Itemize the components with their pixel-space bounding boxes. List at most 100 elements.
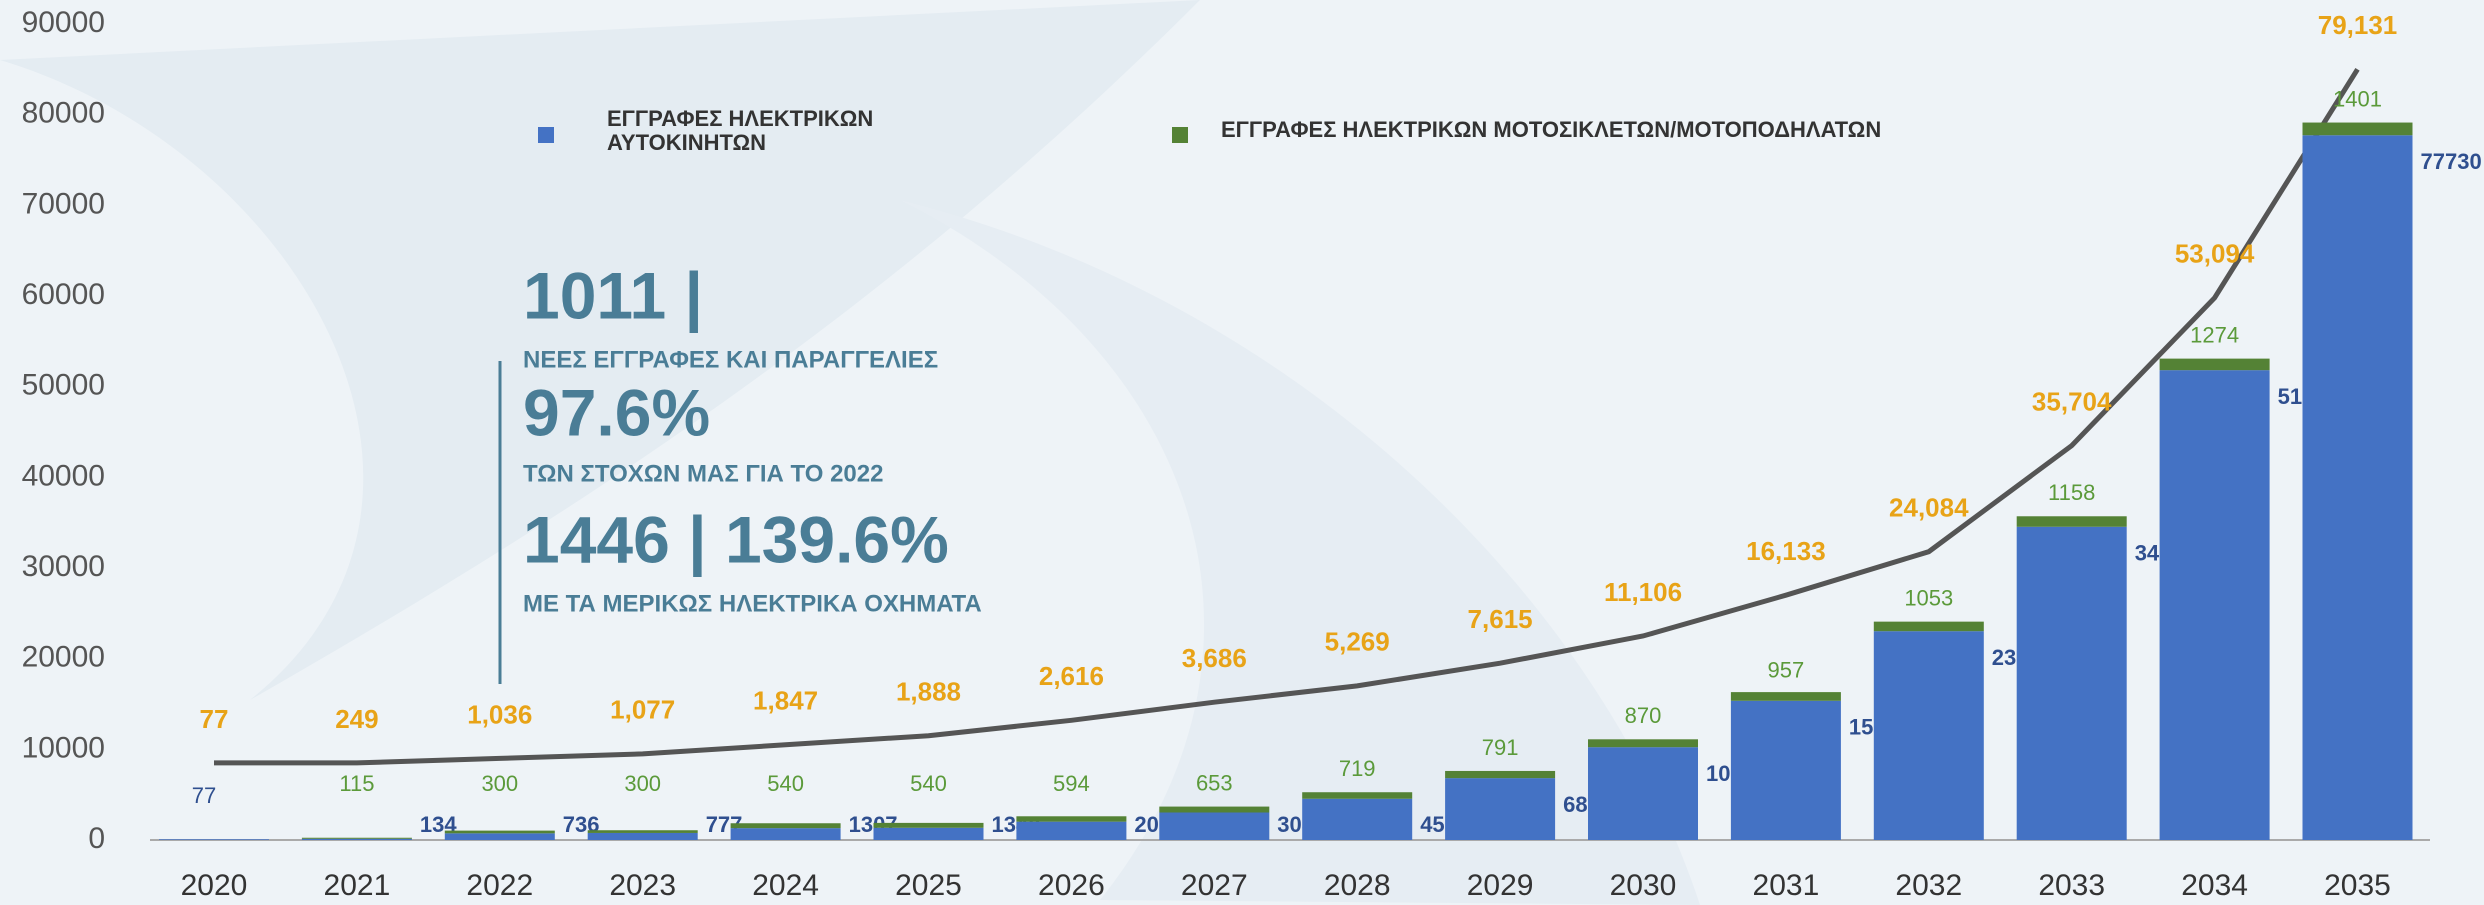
bar [1731, 701, 1841, 840]
annotation: ΝΕΕΣ ΕΓΓΡΑΦΕΣ ΚΑΙ ΠΑΡΑΓΓΕΛΙΕΣ [523, 346, 938, 373]
x-tick-label: 2027 [1181, 869, 1248, 902]
value-label: 870 [1625, 703, 1662, 728]
total-label: 5,269 [1325, 627, 1390, 657]
bar [731, 823, 841, 828]
y-tick-label: 80000 [22, 97, 105, 130]
bar [588, 830, 698, 833]
total-label: 11,106 [1604, 577, 1682, 607]
bar [302, 839, 412, 840]
bar [1445, 778, 1555, 840]
x-tick-label: 2029 [1467, 869, 1534, 902]
x-tick-label: 2034 [2181, 869, 2248, 902]
bar [2160, 359, 2270, 371]
bar [1016, 816, 1126, 821]
bar [2303, 135, 2413, 840]
bar [2017, 527, 2127, 840]
x-tick-label: 2035 [2324, 869, 2391, 902]
value-label: 594 [1053, 771, 1090, 796]
total-label: 24,084 [1889, 493, 1969, 523]
bar [1874, 631, 1984, 840]
y-tick-label: 10000 [22, 731, 105, 764]
value-label: 653 [1196, 770, 1233, 795]
x-tick-label: 2032 [1895, 869, 1962, 902]
total-label: 77 [200, 704, 229, 734]
y-tick-label: 90000 [22, 6, 105, 39]
total-label: 1,036 [467, 699, 532, 729]
total-label: 1,888 [896, 677, 961, 707]
value-label: 115 [339, 771, 374, 796]
total-label: 3,686 [1182, 643, 1247, 673]
total-label: 35,704 [2032, 386, 2112, 416]
value-label: 719 [1339, 756, 1376, 781]
x-tick-label: 2020 [181, 869, 248, 902]
x-tick-label: 2021 [324, 869, 391, 902]
bar [874, 823, 984, 828]
x-tick-label: 2023 [609, 869, 676, 902]
legend-swatch [1172, 127, 1188, 143]
value-label: 1401 [2333, 86, 2382, 111]
annotation: ΜΕ ΤΑ ΜΕΡΙΚΩΣ ΗΛΕΚΤΡΙΚΑ ΟΧΗΜΑΤΑ [523, 590, 982, 617]
bar [2160, 370, 2270, 840]
legend-swatch [538, 127, 554, 143]
value-label: 300 [624, 771, 661, 796]
bar [445, 833, 555, 840]
bar [1159, 807, 1269, 813]
value-label: 791 [1482, 735, 1519, 760]
y-tick-label: 60000 [22, 278, 105, 311]
value-label: 540 [767, 771, 804, 796]
y-tick-label: 50000 [22, 369, 105, 402]
total-label: 79,131 [2318, 10, 2398, 40]
y-tick-label: 40000 [22, 459, 105, 492]
bar [1016, 822, 1126, 840]
bar [1445, 771, 1555, 778]
y-tick-label: 30000 [22, 550, 105, 583]
y-tick-label: 70000 [22, 187, 105, 220]
annotation: 1446 | 139.6% [523, 502, 949, 578]
total-label: 53,094 [2175, 239, 2255, 269]
annotation: ΤΩΝ ΣΤΟΧΩΝ ΜΑΣ ΓΙΑ ΤΟ 2022 [523, 460, 883, 487]
x-tick-label: 2022 [466, 869, 533, 902]
bar [1874, 622, 1984, 632]
y-tick-label: 20000 [22, 641, 105, 674]
annotation: 1011 | [523, 258, 703, 334]
value-label: 540 [910, 771, 947, 796]
total-label: 1,847 [753, 686, 818, 716]
value-label: 1158 [2048, 480, 2095, 505]
value-label: 77 [192, 783, 216, 808]
bar [1588, 747, 1698, 840]
total-label: 16,133 [1746, 536, 1826, 566]
bar [1731, 692, 1841, 701]
annotation: 97.6% [523, 375, 710, 449]
legend-entry: ΕΓΓΡΑΦΕΣ ΗΛΕΚΤΡΙΚΩΝ ΜΟΤΟΣΙΚΛΕΤΩΝ/ΜΟΤΟΠΟΔ… [1221, 118, 2221, 142]
chart-page: 1011 | ΝΕΕΣ ΕΓΓΡΑΦΕΣ ΚΑΙ ΠΑΡΑΓΓΕΛΙΕΣ 97.… [0, 0, 2484, 905]
bar [302, 838, 412, 839]
bar [1302, 792, 1412, 799]
bar [874, 828, 984, 840]
x-tick-label: 2024 [752, 869, 819, 902]
value-label: 77730 [2421, 149, 2482, 174]
value-label: 1274 [2190, 322, 2239, 347]
value-label: 300 [481, 771, 518, 796]
x-tick-label: 2028 [1324, 869, 1391, 902]
legend-entry: ΕΓΓΡΑΦΕΣ ΗΛΕΚΤΡΙΚΩΝ ΑΥΤΟΚΙΝΗΤΩΝ [607, 107, 927, 155]
x-tick-label: 2026 [1038, 869, 1105, 902]
value-label: 1053 [1904, 585, 1953, 610]
value-label: 957 [1768, 658, 1805, 683]
bar [2303, 123, 2413, 136]
x-tick-label: 2025 [895, 869, 962, 902]
bar [1159, 813, 1269, 840]
bar [2017, 516, 2127, 526]
bar [731, 828, 841, 840]
bar [1588, 739, 1698, 747]
x-tick-label: 2031 [1753, 869, 1820, 902]
bar [588, 833, 698, 840]
x-tick-label: 2030 [1610, 869, 1677, 902]
x-tick-label: 2033 [2038, 869, 2105, 902]
total-label: 2,616 [1039, 661, 1104, 691]
bar [159, 839, 269, 840]
bar [445, 831, 555, 834]
total-label: 249 [335, 704, 378, 734]
total-label: 1,077 [610, 695, 675, 725]
total-label: 7,615 [1468, 604, 1533, 634]
bar [1302, 799, 1412, 840]
